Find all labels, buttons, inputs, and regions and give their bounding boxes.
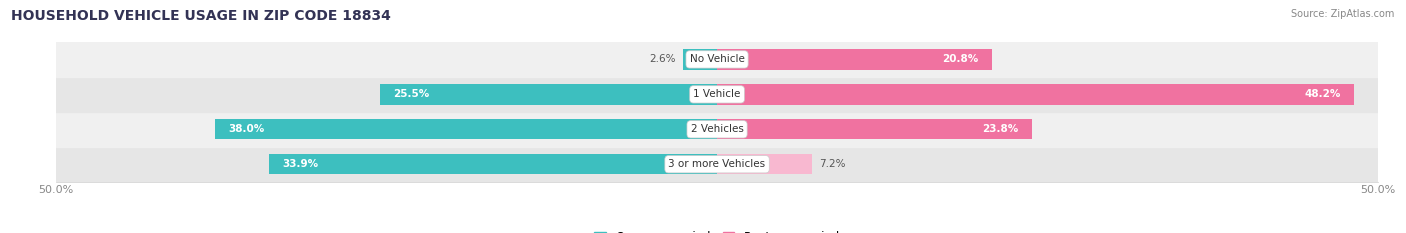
Bar	[56, 147, 1378, 182]
Text: 38.0%: 38.0%	[228, 124, 264, 134]
Bar	[56, 112, 1378, 147]
Text: 25.5%: 25.5%	[394, 89, 429, 99]
Text: 23.8%: 23.8%	[983, 124, 1018, 134]
Text: 2.6%: 2.6%	[650, 55, 676, 64]
Text: 48.2%: 48.2%	[1305, 89, 1341, 99]
Text: 2 Vehicles: 2 Vehicles	[690, 124, 744, 134]
Bar	[56, 77, 1378, 112]
Text: 20.8%: 20.8%	[942, 55, 979, 64]
Text: No Vehicle: No Vehicle	[689, 55, 745, 64]
Text: 7.2%: 7.2%	[818, 159, 845, 169]
Text: Source: ZipAtlas.com: Source: ZipAtlas.com	[1291, 9, 1395, 19]
Bar	[215, 119, 717, 139]
Bar	[717, 119, 1032, 139]
Text: 33.9%: 33.9%	[283, 159, 318, 169]
Bar	[717, 84, 1354, 105]
Bar	[717, 49, 993, 69]
Bar	[683, 49, 717, 69]
Legend: Owner-occupied, Renter-occupied: Owner-occupied, Renter-occupied	[589, 226, 845, 233]
Bar	[717, 154, 813, 174]
Text: 3 or more Vehicles: 3 or more Vehicles	[668, 159, 766, 169]
Bar	[269, 154, 717, 174]
Bar	[380, 84, 717, 105]
Text: HOUSEHOLD VEHICLE USAGE IN ZIP CODE 18834: HOUSEHOLD VEHICLE USAGE IN ZIP CODE 1883…	[11, 9, 391, 23]
Bar	[56, 42, 1378, 77]
Text: 1 Vehicle: 1 Vehicle	[693, 89, 741, 99]
